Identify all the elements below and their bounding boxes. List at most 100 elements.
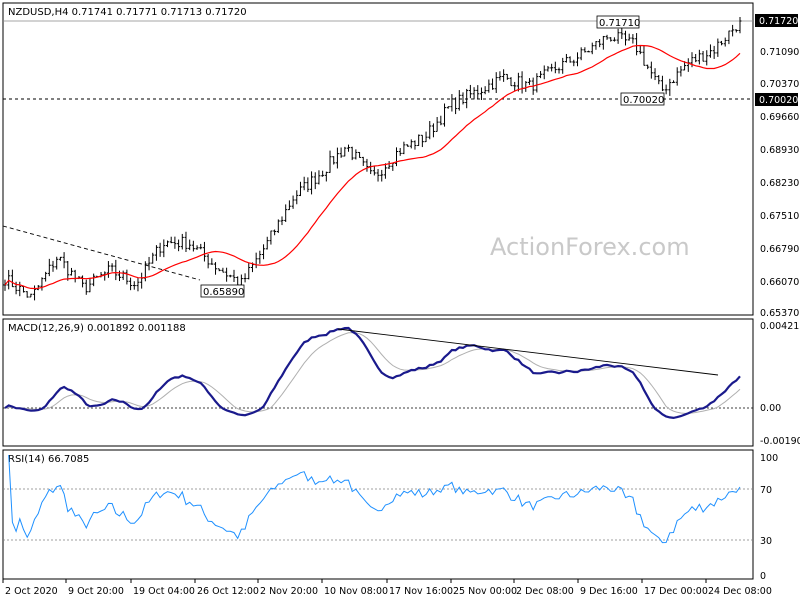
price-bar <box>557 67 561 74</box>
price-bar <box>657 75 661 85</box>
price-bar <box>350 146 354 161</box>
price-bar <box>420 134 424 148</box>
price-header: NZDUSD,H4 0.71741 0.71771 0.71713 0.7172… <box>8 7 247 18</box>
price-bar <box>343 146 347 157</box>
price-bar <box>550 63 554 72</box>
annotation-65890-text: 0.65890 <box>203 287 244 298</box>
price-bar <box>81 275 85 288</box>
y-tick-4: 0.69660 <box>760 112 799 123</box>
x-tick-label: 17 Nov 16:00 <box>389 586 453 597</box>
x-tick-label: 2 Dec 08:00 <box>516 586 574 597</box>
macd-title: MACD(12,26,9) 0.001892 0.001188 <box>8 323 186 334</box>
price-bar <box>321 170 325 177</box>
price-bar <box>232 269 236 282</box>
price-bar <box>553 61 557 74</box>
price-bar <box>132 281 136 290</box>
price-bar <box>494 72 498 93</box>
price-bar <box>276 219 280 233</box>
y-tick-1: 0.71090 <box>760 47 799 58</box>
price-bar <box>40 277 44 291</box>
price-bar <box>106 261 110 278</box>
price-bar <box>313 172 317 190</box>
price-bar <box>228 274 232 278</box>
price-bar <box>542 65 546 80</box>
price-bar <box>398 148 402 156</box>
price-bar <box>365 158 369 172</box>
price-bar <box>568 56 572 63</box>
price-bar <box>361 156 365 166</box>
price-bar <box>638 45 642 55</box>
price-bar <box>287 200 291 211</box>
price-bar <box>158 242 162 257</box>
annotation-70020-text: 0.70020 <box>623 95 664 106</box>
price-bar <box>483 86 487 95</box>
y-tick-10: 0.65370 <box>760 308 799 319</box>
price-bar <box>284 204 288 222</box>
price-bar <box>587 50 591 53</box>
price-bar <box>129 277 133 291</box>
price-bar <box>302 176 306 191</box>
price-bar <box>575 52 579 67</box>
price-bar <box>110 263 114 272</box>
price-bar <box>594 41 598 50</box>
x-tick-label: 25 Nov 00:00 <box>453 586 517 597</box>
macd-tick-1: 0.00 <box>760 403 781 414</box>
x-tick-label: 19 Oct 04:00 <box>133 586 195 597</box>
price-bar <box>354 149 358 160</box>
price-bar <box>136 277 140 292</box>
y-tick-8: 0.66790 <box>760 244 799 255</box>
current-price-label: 0.71720 <box>759 16 798 27</box>
price-bar <box>358 151 362 158</box>
price-bar <box>169 236 173 244</box>
price-bar <box>402 141 406 155</box>
moving-average-line <box>4 44 741 290</box>
time-axis: 2 Oct 2020 9 Oct 20:00 19 Oct 04:00 26 Oct … <box>2 579 772 597</box>
price-bar <box>716 38 720 57</box>
y-tick-9: 0.66070 <box>760 277 799 288</box>
price-bar <box>443 103 447 127</box>
price-bar <box>10 269 14 288</box>
macd-main-line <box>4 326 741 420</box>
macd-trendline <box>337 328 719 376</box>
price-bar <box>616 28 620 44</box>
price-bar <box>339 147 343 158</box>
price-bar <box>206 254 210 269</box>
price-bar <box>273 229 277 236</box>
x-tick-label: 10 Nov 08:00 <box>324 586 388 597</box>
price-bar <box>173 236 177 249</box>
price-bar <box>672 80 676 84</box>
rsi-tick-30: 30 <box>760 536 772 547</box>
price-bar <box>151 252 155 264</box>
price-bar <box>446 106 450 109</box>
watermark: ActionForex.com <box>490 233 690 261</box>
price-bar <box>450 94 454 112</box>
rsi-axis: 100 70 30 0 <box>760 453 778 582</box>
price-bar <box>221 267 225 273</box>
price-bar <box>406 144 410 147</box>
rsi-title: RSI(14) 66.7085 <box>8 454 89 465</box>
price-bar <box>346 144 350 152</box>
price-bar <box>513 81 517 92</box>
price-bar <box>601 35 605 50</box>
price-bar <box>624 30 628 46</box>
price-bar <box>217 268 221 272</box>
price-bar <box>36 285 40 291</box>
price-bar <box>295 190 299 205</box>
price-bar <box>247 262 251 280</box>
price-bar <box>310 171 314 195</box>
price-bar <box>413 140 417 150</box>
price-bar <box>265 236 269 250</box>
price-bar <box>731 24 735 37</box>
price-bar <box>92 273 96 287</box>
x-tick-label: 17 Dec 00:00 <box>644 586 708 597</box>
price-bar <box>572 59 576 67</box>
price-bars <box>3 17 742 301</box>
price-bar <box>372 166 376 176</box>
price-bar <box>262 244 266 260</box>
price-bar <box>675 67 679 86</box>
y-tick-3: 0.70020 <box>759 95 798 106</box>
price-bar <box>701 51 705 62</box>
price-panel <box>2 2 754 316</box>
price-bar <box>694 53 698 63</box>
price-bar <box>188 239 192 251</box>
